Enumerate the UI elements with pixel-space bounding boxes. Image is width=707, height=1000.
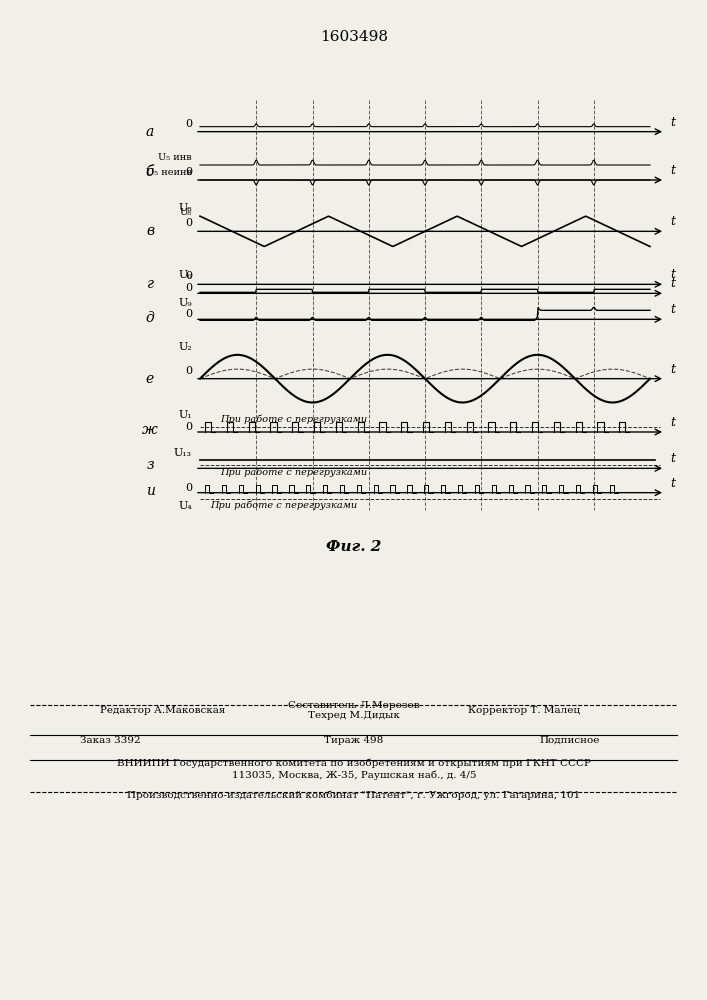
Text: 0: 0 <box>185 309 192 319</box>
Text: Производственно-издательский комбинат "Патент", г. Ужгород, ул. Гагарина, 101: Производственно-издательский комбинат "П… <box>127 790 580 800</box>
Text: 0: 0 <box>185 483 192 493</box>
Text: t: t <box>670 116 675 129</box>
Text: При работе с перегрузками: При работе с перегрузками <box>220 467 367 477</box>
Text: ВНИИПИ Государственного комитета по изобретениям и открытиям при ГКНТ СССР: ВНИИПИ Государственного комитета по изоб… <box>117 758 591 768</box>
Text: 0: 0 <box>185 218 192 228</box>
Text: U₉: U₉ <box>178 298 192 308</box>
Text: з: з <box>146 458 154 472</box>
Text: U₅ неинв: U₅ неинв <box>146 168 192 177</box>
Text: U₅ инв: U₅ инв <box>158 153 192 162</box>
Text: 0: 0 <box>185 283 192 293</box>
Text: Редактор А.Маковская: Редактор А.Маковская <box>100 706 226 715</box>
Text: в: в <box>146 224 154 238</box>
Text: t: t <box>670 268 675 281</box>
Text: 0: 0 <box>185 422 192 432</box>
Text: t: t <box>670 215 675 228</box>
Text: Тираж 498: Тираж 498 <box>325 736 384 745</box>
Text: Корректор Т. Малец: Корректор Т. Малец <box>468 706 580 715</box>
Text: е: е <box>146 372 154 386</box>
Text: При работе с перегрузками: При работе с перегрузками <box>220 414 367 424</box>
Text: t: t <box>670 477 675 490</box>
Text: При работе с перегрузками: При работе с перегрузками <box>210 501 357 510</box>
Text: 0: 0 <box>185 167 192 177</box>
Text: U₄: U₄ <box>178 501 192 511</box>
Text: t: t <box>670 416 675 429</box>
Text: t: t <box>670 164 675 177</box>
Text: и: и <box>146 484 154 498</box>
Text: U₂: U₂ <box>178 342 192 352</box>
Text: Составитель Л.Морозов: Составитель Л.Морозов <box>288 701 420 710</box>
Text: Подписное: Подписное <box>539 736 600 745</box>
Text: U₈: U₈ <box>180 208 192 217</box>
Text: t: t <box>670 452 675 465</box>
Text: д: д <box>146 311 154 325</box>
Text: 113035, Москва, Ж-35, Раушская наб., д. 4/5: 113035, Москва, Ж-35, Раушская наб., д. … <box>232 770 477 780</box>
Text: 0: 0 <box>185 119 192 129</box>
Text: б: б <box>146 165 154 180</box>
Text: U₁₃: U₁₃ <box>174 448 192 458</box>
Text: U₆: U₆ <box>178 270 192 280</box>
Text: 0: 0 <box>185 366 192 376</box>
Text: а: а <box>146 125 154 139</box>
Text: 1603498: 1603498 <box>320 30 388 44</box>
Text: г: г <box>146 277 153 291</box>
Text: ж: ж <box>142 423 158 437</box>
Text: t: t <box>670 277 675 290</box>
Text: 0: 0 <box>185 271 192 281</box>
Text: Фиг. 2: Фиг. 2 <box>327 540 382 554</box>
Text: Заказ 3392: Заказ 3392 <box>80 736 141 745</box>
Text: U₁: U₁ <box>178 410 192 420</box>
Text: Техред М.Дидык: Техред М.Дидык <box>308 711 400 720</box>
Text: U₈: U₈ <box>178 203 192 213</box>
Text: t: t <box>670 303 675 316</box>
Text: t: t <box>670 363 675 376</box>
